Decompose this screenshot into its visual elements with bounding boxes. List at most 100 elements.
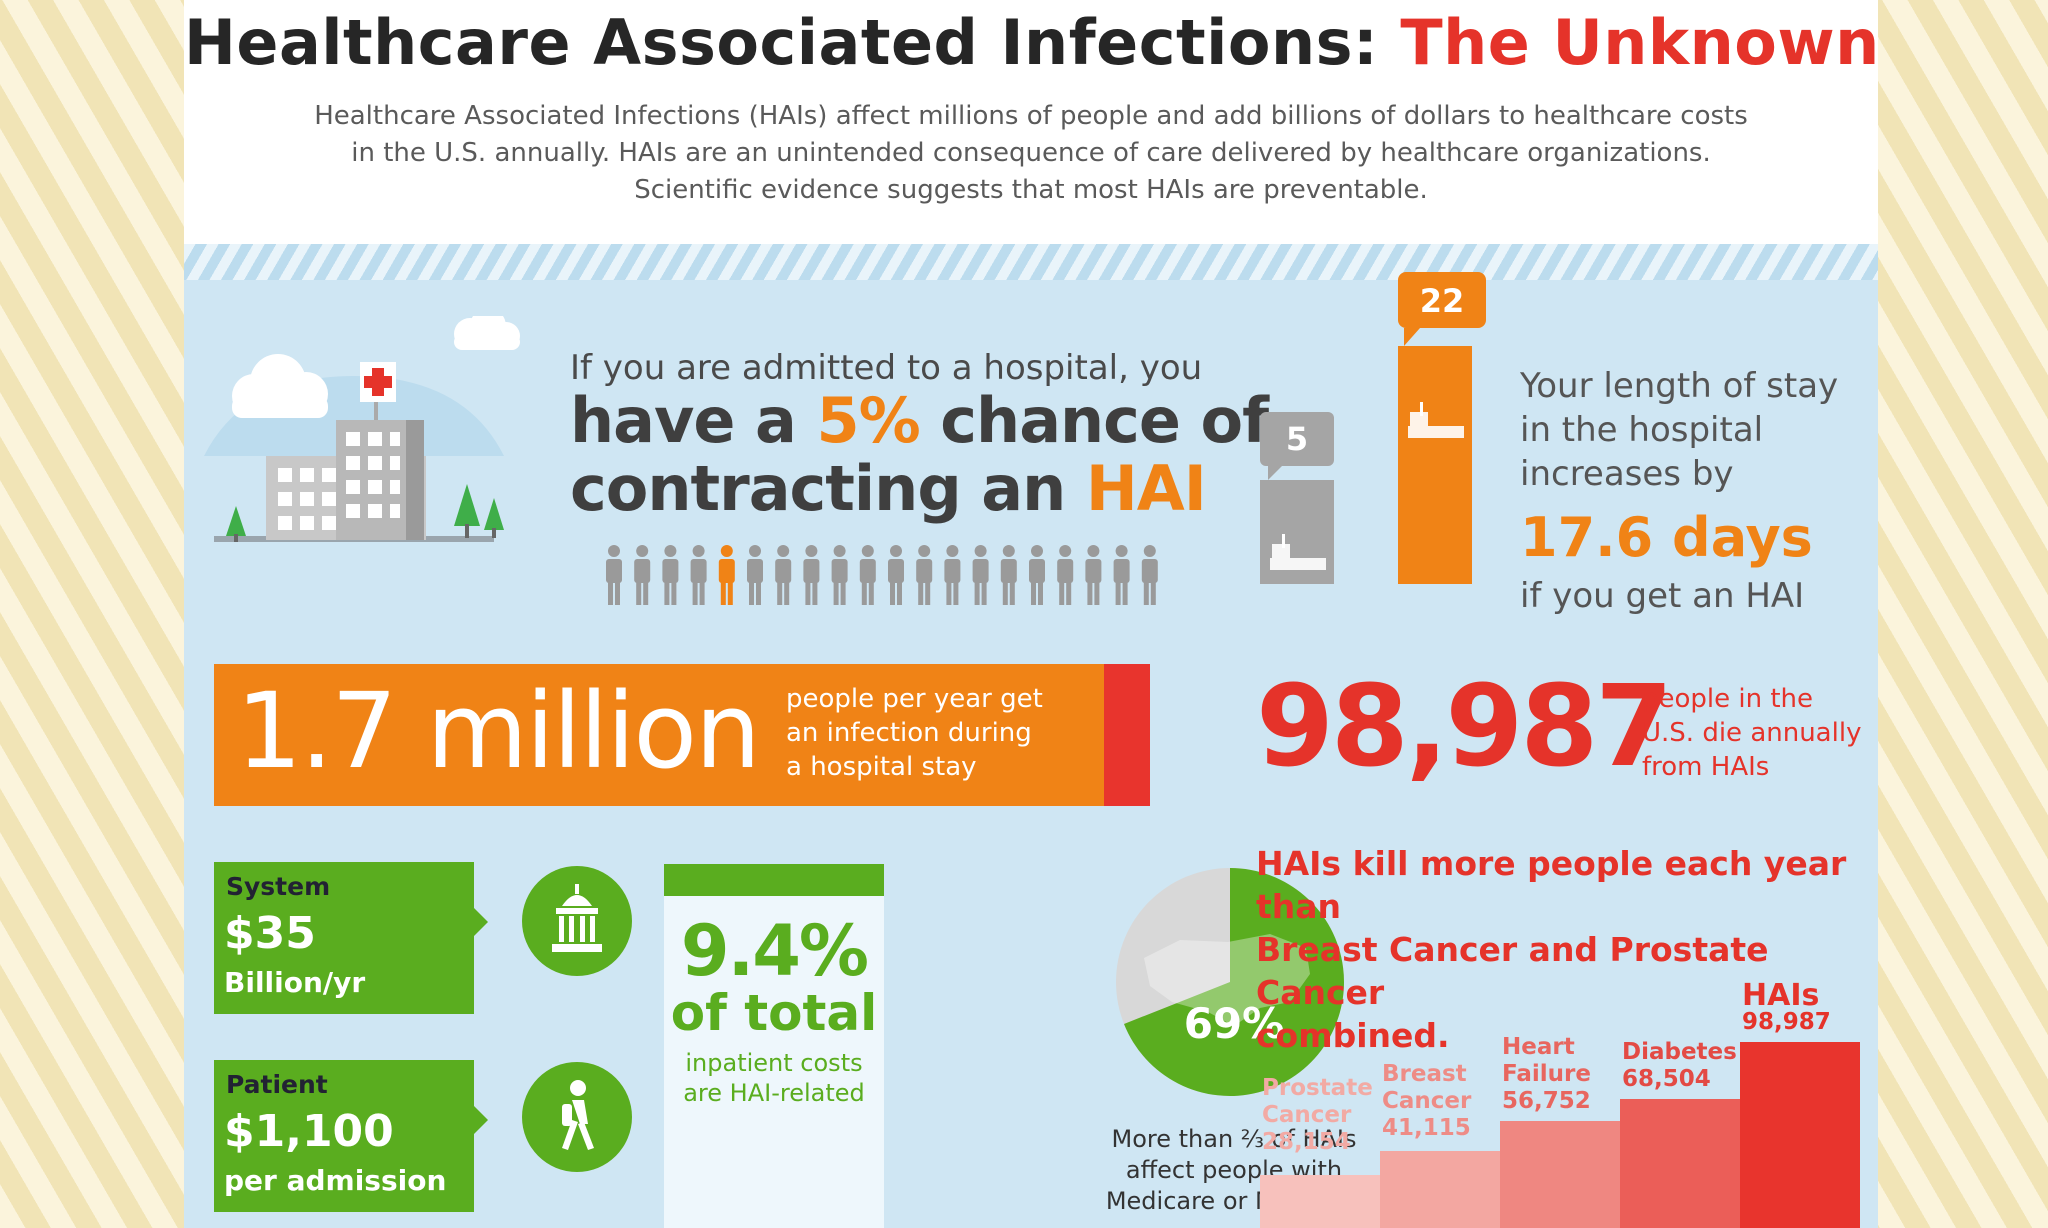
hai-stay-days: 22 <box>1420 282 1465 320</box>
label-line: 56,752 <box>1502 1088 1591 1115</box>
page-title: Healthcare Associated Infections: The Un… <box>184 6 1878 79</box>
label-line: Heart <box>1502 1034 1575 1061</box>
label-line: Prostate <box>1262 1075 1373 1102</box>
label-line: 98,987 <box>1742 1009 1831 1035</box>
admission-line3: contracting an HAI <box>570 452 1207 525</box>
stay-increase-days: 17.6 days <box>1520 506 1813 569</box>
caption-line: are HAI-related <box>683 1079 865 1107</box>
person-icon <box>1085 545 1102 605</box>
label-line: 68,504 <box>1622 1066 1711 1093</box>
deaths-caption: people in the U.S. die annually from HAI… <box>1642 682 1878 784</box>
caption-line: U.S. die annually <box>1642 718 1862 748</box>
normal-stay-days: 5 <box>1286 420 1308 458</box>
label-line: 28,154 <box>1262 1129 1351 1156</box>
pie-medicare-slice <box>1124 868 1344 1096</box>
hospital-building-icon <box>204 316 520 542</box>
person-icon <box>1141 545 1158 605</box>
caption-line: a hospital stay <box>786 752 977 782</box>
person-icon <box>606 545 622 605</box>
infographic: Healthcare Associated Infections: The Un… <box>184 0 1878 1228</box>
label-line: HAIs <box>1742 978 1820 1013</box>
people-row <box>606 545 1158 605</box>
person-icon-highlighted <box>718 545 735 605</box>
person-icon <box>1057 545 1074 605</box>
person-icon <box>916 545 933 605</box>
person-icon <box>944 545 961 605</box>
patient-label: Patient <box>226 1070 328 1099</box>
caption-line: people in the <box>1642 684 1814 714</box>
person-icon <box>690 545 707 605</box>
chart-bar <box>1380 1150 1500 1228</box>
person-icon <box>888 545 904 605</box>
admission-line1: If you are admitted to a hospital, you <box>570 348 1203 388</box>
label-line: Cancer <box>1262 1102 1352 1129</box>
stripe-divider <box>184 244 1878 280</box>
inpatient-cost-card: 9.4% of total inpatient costs are HAI-re… <box>664 864 884 1228</box>
label-line: Cancer <box>1382 1087 1472 1114</box>
caption-line: More than ⅔ of HAIs <box>1111 1125 1357 1153</box>
heading-line: combined. <box>1256 1016 1450 1055</box>
infections-banner: 1.7 million people per year get an infec… <box>214 664 1150 806</box>
admission-line2: have a 5% chance of <box>570 384 1269 457</box>
chart-bar <box>1620 1099 1740 1228</box>
pie-label: 69% <box>1184 999 1285 1048</box>
government-building-icon <box>522 866 632 976</box>
normal-stay-badge <box>1260 412 1334 466</box>
label-line: 41,115 <box>1382 1114 1471 1141</box>
comparison-heading: HAIs kill more people each year than Bre… <box>1256 842 1876 1057</box>
stay-line5: if you get an HAI <box>1520 576 1805 616</box>
heading-line: Breast Cancer and Prostate Cancer <box>1256 930 1769 1012</box>
inpatient-of-total: of total <box>670 984 878 1042</box>
caption-line: people per year get <box>786 684 1043 714</box>
title-accent: The Unknown Killer <box>1400 6 1878 79</box>
stay-line3: increases by <box>1520 454 1734 494</box>
person-icon <box>831 545 848 605</box>
caption-line: inpatient costs <box>685 1049 863 1077</box>
length-of-stay-graphic: 5 22 <box>1260 272 1486 584</box>
inpatient-pct: 9.4% <box>680 910 869 992</box>
intro-line: Healthcare Associated Infections (HAIs) … <box>314 101 1748 131</box>
card-header-bar <box>664 864 884 896</box>
intro-line: in the U.S. annually. HAIs are an uninte… <box>351 138 1711 168</box>
label-line: Diabetes <box>1622 1039 1737 1066</box>
hai-stay-badge <box>1398 272 1486 328</box>
person-icon <box>972 545 989 605</box>
system-amount: $35 <box>224 908 316 959</box>
chart-bar-label: Diabetes 68,504 <box>1622 1039 1737 1093</box>
patient-cost-box: Patient $1,100 per admission <box>214 1060 488 1212</box>
caption-line: an infection during <box>786 718 1032 748</box>
stay-line2: in the hospital <box>1520 410 1764 450</box>
chart-bar-label: Heart Failure 56,752 <box>1502 1034 1591 1115</box>
chart-bar-label: Prostate Cancer 28,154 <box>1262 1075 1373 1156</box>
banner-edge <box>1104 664 1150 806</box>
chart-bar-label: HAIs 98,987 <box>1742 978 1831 1036</box>
box-pointer <box>474 1106 488 1134</box>
person-icon <box>1113 545 1130 605</box>
chart-bar <box>1500 1121 1620 1228</box>
admission-text: chance of <box>919 384 1269 457</box>
infections-caption: people per year get an infection during … <box>786 682 1066 784</box>
walking-person-icon <box>522 1062 632 1172</box>
intro-text: Healthcare Associated Infections (HAIs) … <box>274 98 1788 209</box>
chart-bar-label: Breast Cancer 41,115 <box>1382 1061 1471 1142</box>
patient-amount: $1,100 <box>224 1106 394 1157</box>
heading-line: HAIs kill more people each year than <box>1256 844 1847 926</box>
person-icon <box>662 545 679 605</box>
stats-panel: If you are admitted to a hospital, you h… <box>184 244 1878 1228</box>
stay-line1: Your length of stay <box>1520 366 1839 406</box>
box-pointer <box>474 908 488 936</box>
person-icon <box>775 545 792 605</box>
person-icon <box>859 545 876 605</box>
us-map-dollar-icon <box>1144 934 1310 1026</box>
intro-line: Scientific evidence suggests that most H… <box>634 175 1428 205</box>
medicare-pie: 69% <box>1116 868 1344 1096</box>
system-label: System <box>226 872 331 901</box>
label-line: Breast <box>1382 1060 1467 1087</box>
person-icon <box>1000 545 1017 605</box>
person-icon <box>747 545 763 605</box>
infections-count: 1.7 million <box>236 670 761 792</box>
chart-bar <box>1740 1042 1860 1228</box>
label-line: Failure <box>1502 1061 1591 1088</box>
person-icon <box>803 545 820 605</box>
system-cost-box: System $35 Billion/yr <box>214 862 488 1014</box>
